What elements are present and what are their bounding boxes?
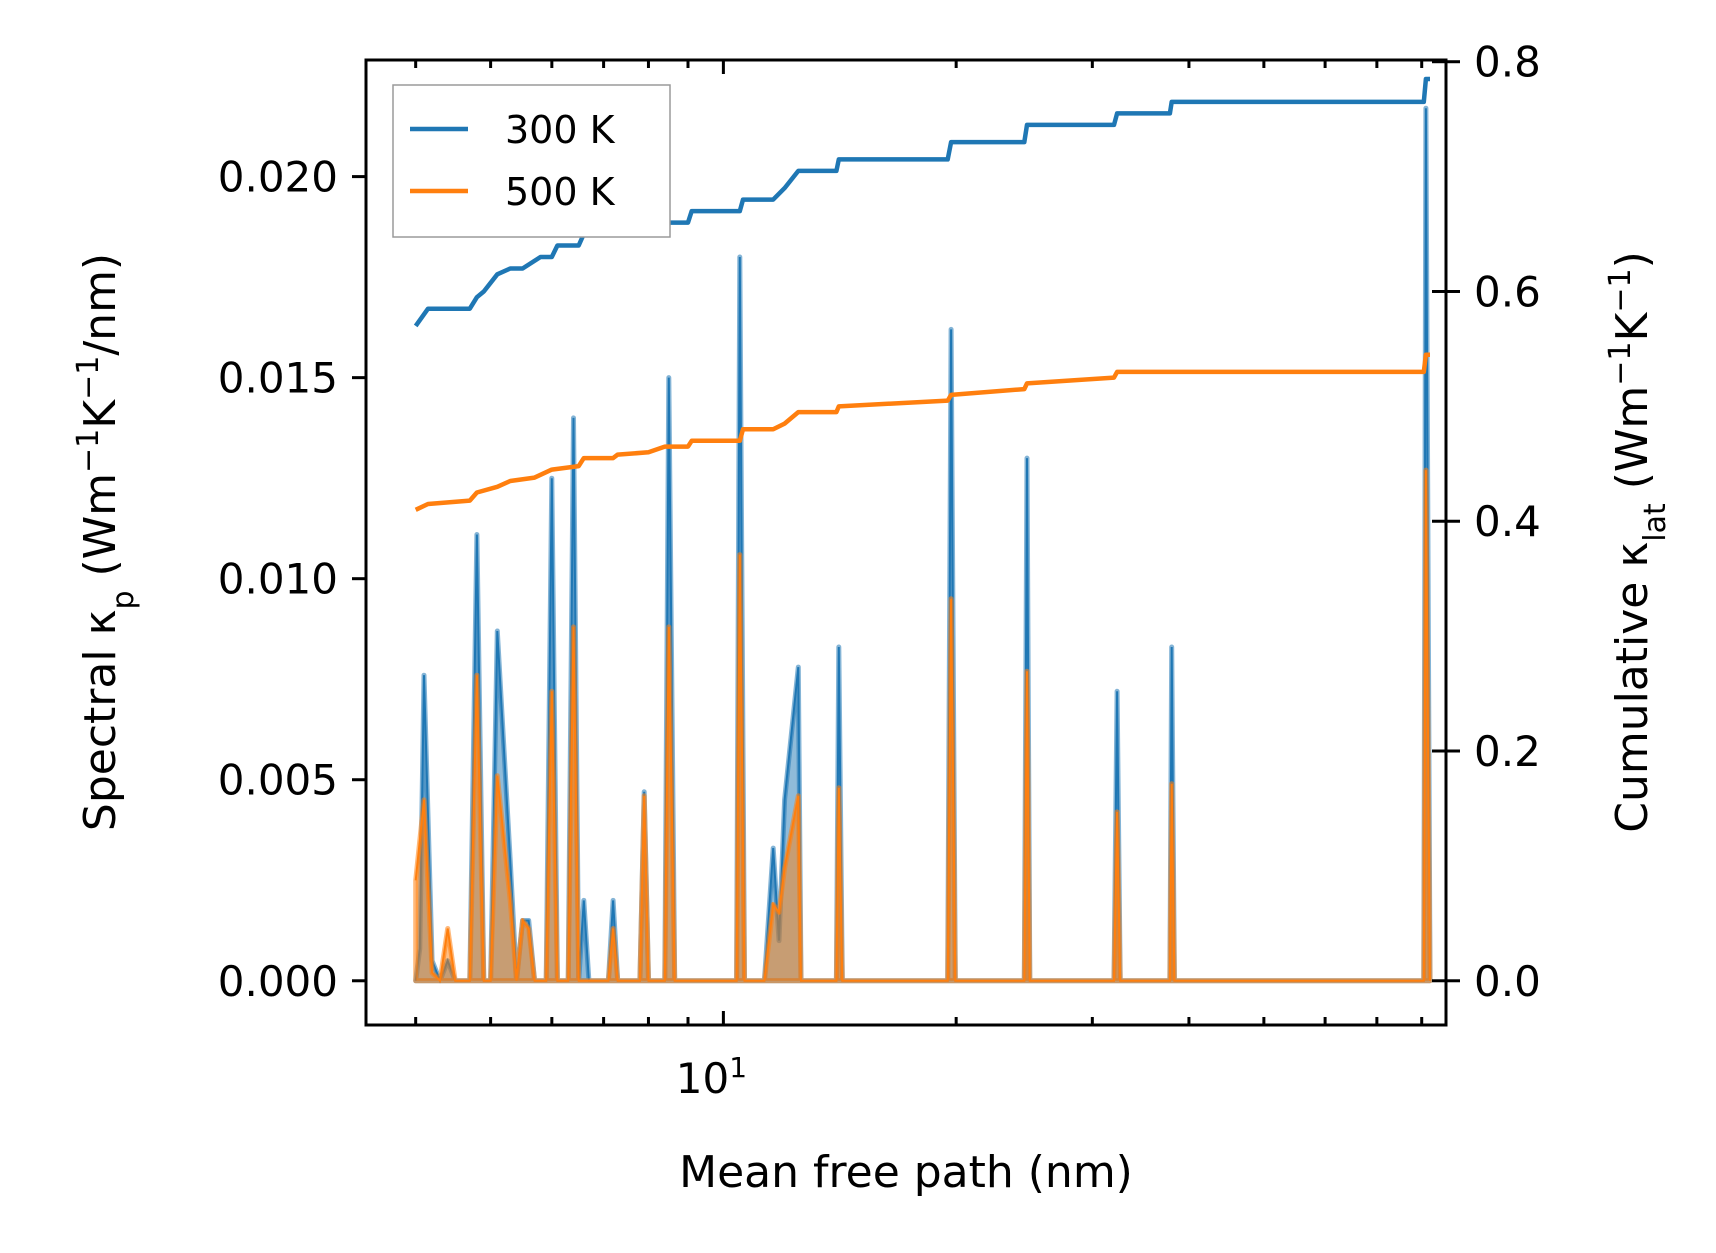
y-left-tick-label: 0.000 (218, 957, 338, 1006)
y-left-title-units: (Wm (75, 473, 126, 591)
x-tick-label: 101 (676, 1051, 747, 1104)
y-left-title-exp1: −1 (71, 429, 106, 473)
y-right-tick-label: 0.2 (1474, 727, 1541, 776)
y-axis-title-right: Cumulative κlat (Wm−1K−1) (1603, 251, 1673, 833)
y-right-title-exp2: −1 (1603, 268, 1638, 312)
y-left-tick-label: 0.020 (218, 153, 338, 202)
y-left-tick-label: 0.015 (218, 354, 338, 403)
legend: 300 K 500 K (392, 84, 671, 238)
cumulative-line-300k (413, 76, 1430, 328)
plot-frame (364, 58, 1448, 1027)
y-right-title-sub: lat (1638, 503, 1673, 542)
y-left-title-exp2: −1 (71, 356, 106, 400)
spectral-fill-layer (413, 105, 1433, 984)
y-right-title-tail: ) (1607, 251, 1658, 268)
y-left-title-sub: p (106, 590, 141, 609)
y-right-tick-label: 0.0 (1474, 957, 1541, 1006)
ticks-layer: 0.000 0.005 0.010 0.015 0.020 0.0 0.2 0.4 0.6 0.8… (218, 38, 1541, 1103)
y-right-title-k: K (1607, 311, 1658, 341)
spectral-line-500k (414, 470, 1431, 983)
y-left-title-tail: /nm) (75, 253, 126, 356)
legend-label-500k: 500 K (505, 170, 616, 214)
y-right-tick-label: 0.4 (1474, 497, 1541, 546)
series-lines-layer (413, 76, 1430, 512)
legend-box (392, 84, 671, 238)
y-left-title-main: Spectral κ (75, 610, 126, 832)
y-left-tick-label: 0.005 (218, 756, 338, 805)
y-left-title-k: K (75, 399, 126, 429)
y-left-tick-label: 0.010 (218, 555, 338, 604)
y-right-title-units: (Wm (1607, 386, 1658, 504)
cumulative-line-500k (414, 352, 1430, 512)
y-right-title-exp1: −1 (1603, 341, 1638, 385)
y-axis-title-left: Spectral κp (Wm−1K−1/nm) (71, 253, 141, 831)
legend-label-300k: 300 K (505, 108, 616, 152)
y-right-tick-label: 0.6 (1474, 267, 1541, 316)
y-right-tick-label: 0.8 (1474, 38, 1541, 87)
y-right-title-main: Cumulative κ (1607, 542, 1658, 833)
x-axis-title: Mean free path (nm) (679, 1147, 1133, 1198)
